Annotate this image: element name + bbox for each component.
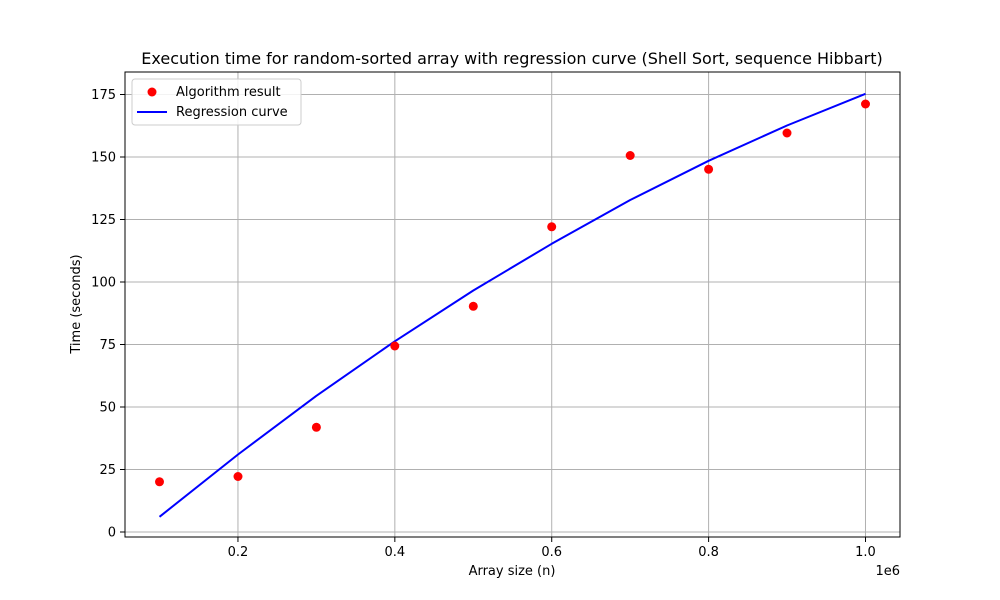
series-algorithm-result [155,99,870,487]
legend-label-regression-curve: Regression curve [176,105,288,120]
legend-label-algorithm-result: Algorithm result [176,85,281,100]
x-axis-offset-label: 1e6 [875,564,900,579]
y-tick-label: 125 [91,213,116,228]
data-point [547,222,557,232]
data-point [155,477,164,487]
y-tick-label: 25 [99,463,116,478]
y-tick-label: 50 [99,401,116,416]
grid [125,72,900,537]
x-axis-title: Array size (n) [469,564,556,579]
x-tick-label: 0.6 [541,545,562,560]
x-tick-label: 0.4 [384,545,405,560]
legend-box [131,78,302,126]
legend-marker-algorithm-result [147,87,157,97]
y-tick-label: 150 [91,151,116,166]
data-point [468,301,478,311]
legend: Algorithm result Regression curve [131,78,302,126]
y-axis-title: Time (seconds) [69,254,84,354]
y-tick-label: 75 [99,338,116,353]
data-point [782,128,792,138]
x-tick-label: 1.0 [855,545,876,560]
data-point [390,341,400,351]
data-point [233,472,243,481]
data-point [311,422,321,432]
plot-frame [124,71,901,538]
x-tick-label: 0.2 [228,545,249,560]
series-regression-curve [158,92,866,518]
x-axis: 0.2 0.4 0.6 0.8 1.0 [228,537,876,560]
y-axis: 0 25 50 75 100 125 150 175 [91,88,125,541]
x-tick-label: 0.8 [698,545,719,560]
data-point [625,151,635,160]
data-point [704,164,714,174]
y-tick-label: 175 [91,88,116,103]
regression-curve-line [158,92,866,518]
y-tick-label: 0 [108,526,116,541]
data-point [861,99,870,109]
y-tick-label: 100 [91,276,116,291]
chart-title: Execution time for random-sorted array w… [141,49,882,68]
